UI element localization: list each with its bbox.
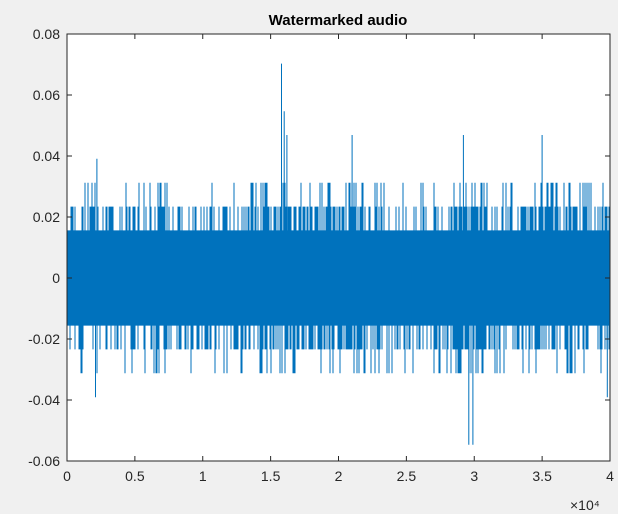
chart-title: Watermarked audio bbox=[269, 12, 408, 29]
y-tick-label: -0.02 bbox=[28, 331, 60, 347]
x-tick-label: 0 bbox=[63, 468, 71, 484]
x-tick-label: 4 bbox=[606, 468, 614, 484]
y-tick-label: 0.02 bbox=[33, 209, 60, 225]
waveform-dense-core bbox=[68, 254, 609, 302]
x-tick-label: 1 bbox=[199, 468, 207, 484]
x-tick-label: 2 bbox=[335, 468, 343, 484]
x-tick-label: 2.5 bbox=[397, 468, 417, 484]
x-tick-label: 3 bbox=[470, 468, 478, 484]
y-tick-label: 0.08 bbox=[33, 26, 60, 42]
y-tick-label: 0.04 bbox=[33, 148, 60, 164]
x-axis-exponent-label: ×10⁴ bbox=[570, 497, 600, 513]
y-tick-label: -0.04 bbox=[28, 392, 60, 408]
y-tick-label: 0 bbox=[52, 270, 60, 286]
x-tick-label: 3.5 bbox=[532, 468, 552, 484]
y-tick-label: -0.06 bbox=[28, 453, 60, 469]
x-tick-label: 0.5 bbox=[125, 468, 145, 484]
axes-box bbox=[66, 33, 611, 462]
y-tick-label: 0.06 bbox=[33, 87, 60, 103]
plot-area bbox=[67, 63, 610, 445]
x-tick-label: 1.5 bbox=[261, 468, 281, 484]
x-axis-ticks: 0 0.5 1 1.5 2 2.5 3 3.5 4 bbox=[63, 34, 614, 484]
